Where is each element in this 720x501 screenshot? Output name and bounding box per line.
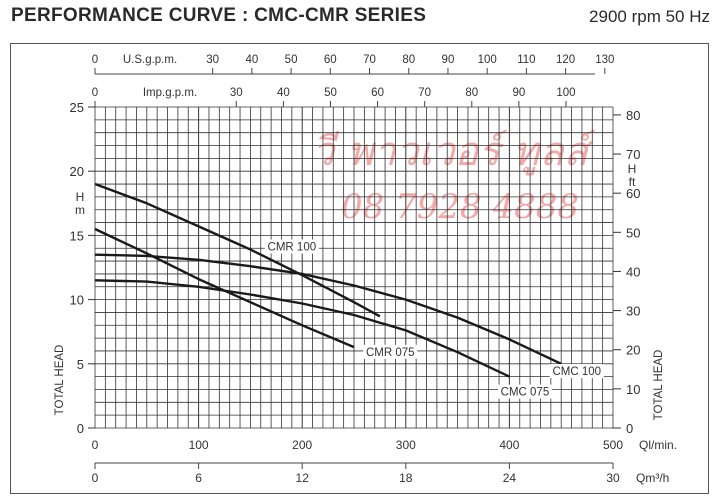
x-tick-label-m3h: 12 <box>296 471 310 485</box>
y-tick-label-ft: 50 <box>626 225 640 240</box>
usgpm-label: U.S.g.p.m. <box>123 54 177 66</box>
x-tick-label-usgpm: 90 <box>442 54 455 66</box>
y-tick-label-ft: 70 <box>626 147 640 162</box>
speed-label: 2900 rpm 50 Hz <box>589 7 710 26</box>
x-tick-label-usgpm: 130 <box>595 54 614 66</box>
y-tick-label-ft: 10 <box>626 382 640 397</box>
y-tick-label-ft: 30 <box>626 304 640 319</box>
x-tick-label-impgpm: 30 <box>230 87 243 99</box>
curve-cmr-100 <box>94 182 381 318</box>
x-tick-label-usgpm: 40 <box>245 54 258 66</box>
x-unit-m3h: Qm³/h <box>636 471 669 485</box>
x-tick-label-lmin: 400 <box>499 438 519 452</box>
curve-label: CMR 075 <box>366 347 415 359</box>
curve-label-bg <box>549 364 604 379</box>
x-unit-lmin: Ql/min. <box>639 438 677 452</box>
y-tick-label-m: 10 <box>70 293 84 308</box>
x-tick-label-usgpm: 50 <box>285 54 298 66</box>
curve-cmc-075 <box>94 279 510 378</box>
x-tick-label-lmin: 500 <box>603 438 623 452</box>
x-tick-label-usgpm: 110 <box>517 54 535 66</box>
x-tick-label-usgpm: 120 <box>556 54 575 66</box>
y-unit-m: m <box>75 203 85 217</box>
x-tick-label-lmin: 200 <box>292 438 312 452</box>
y-tick-label-ft: 40 <box>626 264 640 279</box>
y-tick-label-m: 0 <box>77 421 84 436</box>
x-tick-label-m3h: 6 <box>195 471 202 485</box>
x-tick-label-usgpm: 80 <box>402 54 415 66</box>
impgpm-label: Imp.g.p.m. <box>143 87 197 99</box>
y-unit-h: H <box>76 190 85 204</box>
y-tick-label-m: 5 <box>77 357 84 372</box>
x-tick-label-usgpm: 100 <box>478 54 497 66</box>
x-tick-label-usgpm: 60 <box>324 54 337 66</box>
y-tick-label-m: 25 <box>70 100 84 115</box>
chart-frame <box>10 43 709 494</box>
curve-label-bg <box>497 384 552 399</box>
x-tick-label-impgpm: 100 <box>556 87 575 99</box>
x-tick-label-lmin: 100 <box>189 438 209 452</box>
x-tick-label-m3h: 0 <box>92 471 99 485</box>
curve-label-bg <box>363 344 418 359</box>
curve-cmc-100 <box>94 253 562 365</box>
y-tick-label-ft: 60 <box>626 186 640 201</box>
y-tick-label-m: 15 <box>70 228 84 243</box>
x-tick-label-impgpm: 70 <box>418 87 431 99</box>
page-title: PERFORMANCE CURVE : CMC-CMR SERIES <box>11 5 427 26</box>
y-unit-ft: ft <box>629 175 636 189</box>
curve-label: CMC 075 <box>501 387 550 399</box>
y-axis-title-left: TOTAL HEAD <box>54 345 66 416</box>
curve-label-bg <box>264 239 319 254</box>
x-tick-label-m3h: 24 <box>503 471 517 485</box>
x-tick-label-usgpm: 0 <box>92 54 98 66</box>
x-tick-label-usgpm: 30 <box>206 54 219 66</box>
y-unit-h-right: H <box>628 162 637 176</box>
curve-label: CMC 100 <box>552 366 601 378</box>
x-tick-label-m3h: 30 <box>606 471 620 485</box>
curve-label: CMR 100 <box>268 242 317 254</box>
x-tick-label-lmin: 300 <box>396 438 416 452</box>
x-tick-label-impgpm: 0 <box>92 87 98 99</box>
y-tick-label-ft: 0 <box>626 421 633 436</box>
watermark-phone: 08 7928 4888 <box>341 187 579 227</box>
y-tick-label-ft: 20 <box>626 343 640 358</box>
x-tick-label-impgpm: 80 <box>465 87 478 99</box>
x-tick-label-impgpm: 40 <box>277 87 290 99</box>
watermark-shop-name: วี พาวเวอร์ ทูลส์ <box>312 129 596 176</box>
x-tick-label-usgpm: 70 <box>363 54 376 66</box>
x-tick-label-m3h: 18 <box>399 471 413 485</box>
y-axis-title-right: TOTAL HEAD <box>653 350 665 421</box>
y-tick-label-m: 20 <box>70 164 84 179</box>
x-tick-label-impgpm: 90 <box>512 87 525 99</box>
x-tick-label-impgpm: 50 <box>324 87 337 99</box>
y-tick-label-ft: 80 <box>626 108 640 123</box>
x-tick-label-lmin: 0 <box>92 438 99 452</box>
x-tick-label-impgpm: 60 <box>371 87 384 99</box>
